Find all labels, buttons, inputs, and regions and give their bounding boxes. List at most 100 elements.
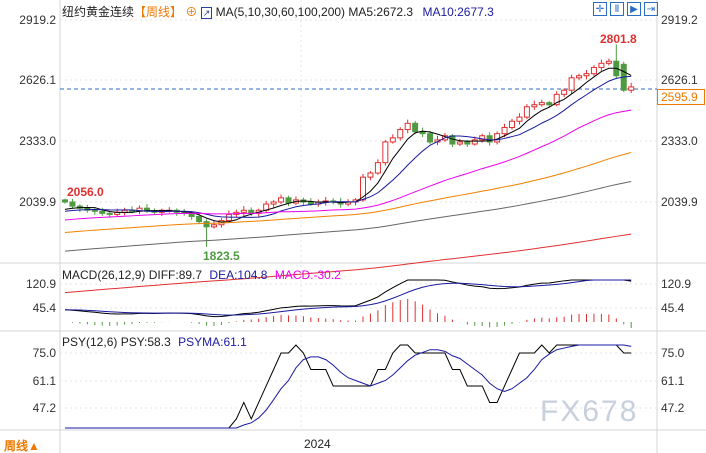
- right-axis-label: 2333.0: [661, 134, 698, 148]
- candle-body: [188, 212, 195, 217]
- ma10-value: MA10:2677.3: [422, 5, 494, 19]
- psy-axis-label: 61.1: [661, 374, 685, 388]
- period-switch[interactable]: 周线▲: [4, 437, 40, 453]
- candle-body: [538, 102, 545, 106]
- candle-body: [374, 162, 381, 174]
- psy-header: PSY(12,6) PSY:58.3 PSYMA:61.1: [62, 335, 247, 349]
- macd-dea-line: [64, 279, 632, 316]
- macd-value: MACD:-30.2: [274, 268, 341, 282]
- psyma-line: [65, 344, 632, 429]
- candle-body: [456, 141, 463, 145]
- ma100-line: [64, 181, 632, 252]
- candle-body: [196, 215, 203, 223]
- macd-dea: DEA:104.8: [209, 268, 268, 282]
- candle-body: [278, 197, 285, 203]
- candle-body: [106, 212, 113, 215]
- psy-axis-label: 47.2: [661, 401, 685, 415]
- macd-header: MACD(26,12,9) DIFF:89.7 DEA:104.8 MACD:-…: [62, 268, 341, 282]
- ma200-line: [64, 233, 632, 294]
- candle-body: [307, 201, 314, 205]
- indicator-icon[interactable]: ↗: [200, 7, 213, 19]
- caret-up-icon: ▲: [28, 439, 40, 453]
- low-annotation: 1823.5: [203, 249, 240, 263]
- candle-body: [367, 172, 374, 178]
- candle-body: [590, 66, 597, 75]
- ma10-line: [64, 75, 632, 218]
- candle-body: [464, 141, 471, 145]
- candle-body: [412, 122, 419, 133]
- candle-body: [628, 86, 635, 91]
- macd-axis-label: 45.4: [661, 301, 685, 315]
- candle-body: [509, 120, 515, 128]
- candle-body: [382, 141, 389, 164]
- ma30-line: [64, 109, 632, 221]
- candle-body: [501, 126, 508, 135]
- candle-body: [605, 60, 612, 64]
- ma60-line: [64, 151, 632, 234]
- candle-body: [523, 106, 530, 118]
- psy-axis-label: 75.0: [32, 346, 56, 360]
- candle-body: [69, 201, 76, 207]
- candle-body: [546, 102, 553, 106]
- candle-body: [516, 116, 523, 122]
- psy-label: PSY(12,6): [62, 335, 118, 349]
- target-icon[interactable]: ⊕: [185, 5, 198, 19]
- candle-body: [568, 77, 575, 91]
- candle-body: [479, 135, 486, 141]
- chart-header: 纽约黄金连续【周线】 ⊕ ↗ MA(5,10,30,60,100,200) MA…: [62, 3, 494, 20]
- candle-body: [561, 89, 568, 95]
- right-axis-label: 2626.1: [661, 73, 698, 87]
- right-axis-label: 2919.2: [661, 13, 698, 27]
- candle-body: [397, 129, 404, 139]
- right-axis-label: 2039.9: [661, 195, 698, 209]
- psy-axis-label: 47.2: [32, 401, 56, 415]
- candle-body: [471, 139, 478, 145]
- jump-end-icon[interactable]: ⇥: [644, 2, 658, 16]
- candle-body: [389, 137, 396, 143]
- cursor-right-icon[interactable]: ▶: [627, 2, 641, 16]
- ma-label: MA(5,10,30,60,100,200): [215, 5, 346, 19]
- macd-diff: DIFF:89.7: [148, 268, 203, 282]
- high-annotation: 2801.8: [600, 32, 637, 46]
- candle-body: [553, 93, 560, 106]
- candle-body: [404, 122, 411, 131]
- candle-body: [211, 224, 217, 228]
- candle-body: [240, 209, 247, 213]
- left-axis-label: 2039.9: [19, 195, 56, 209]
- candle-body: [531, 104, 538, 108]
- candle-body: [583, 73, 590, 77]
- cursor-left-icon[interactable]: Ⅱ: [610, 2, 624, 16]
- candle-body: [576, 75, 583, 79]
- period-label[interactable]: 【周线】: [134, 5, 183, 19]
- year-label: 2024: [304, 437, 331, 451]
- macd-axis-label: 120.9: [661, 277, 692, 291]
- candle-body: [486, 135, 493, 143]
- candle-body: [270, 201, 277, 205]
- left-axis-label: 2333.0: [19, 134, 56, 148]
- candle-body: [91, 209, 98, 212]
- ma5-value: MA5:2672.3: [348, 5, 414, 19]
- left-axis-label: 2919.2: [19, 13, 56, 27]
- macd-axis-label: 120.9: [25, 277, 56, 291]
- psyma-value: PSYMA:61.1: [178, 335, 247, 349]
- candle-body: [285, 197, 292, 204]
- zoom-in-icon[interactable]: ✛: [593, 2, 607, 16]
- psy-axis-label: 75.0: [661, 346, 685, 360]
- psy-axis-label: 61.1: [32, 374, 56, 388]
- left-annotation: 2056.0: [67, 185, 104, 199]
- candle-body: [427, 133, 434, 143]
- symbol-name: 纽约黄金连续: [62, 5, 135, 19]
- candle-body: [62, 199, 68, 203]
- candle-body: [598, 62, 605, 68]
- watermark: FX678: [540, 395, 639, 428]
- period-switch-label: 周线: [4, 439, 29, 453]
- current-price-badge: 2595.9: [657, 89, 705, 105]
- macd-axis-label: 45.4: [32, 301, 56, 315]
- left-axis-label: 2626.1: [19, 73, 56, 87]
- candle-body: [99, 210, 106, 214]
- macd-label: MACD(26,12,9): [62, 268, 146, 282]
- candle-body: [203, 221, 210, 228]
- psy-value: PSY:58.3: [120, 335, 171, 349]
